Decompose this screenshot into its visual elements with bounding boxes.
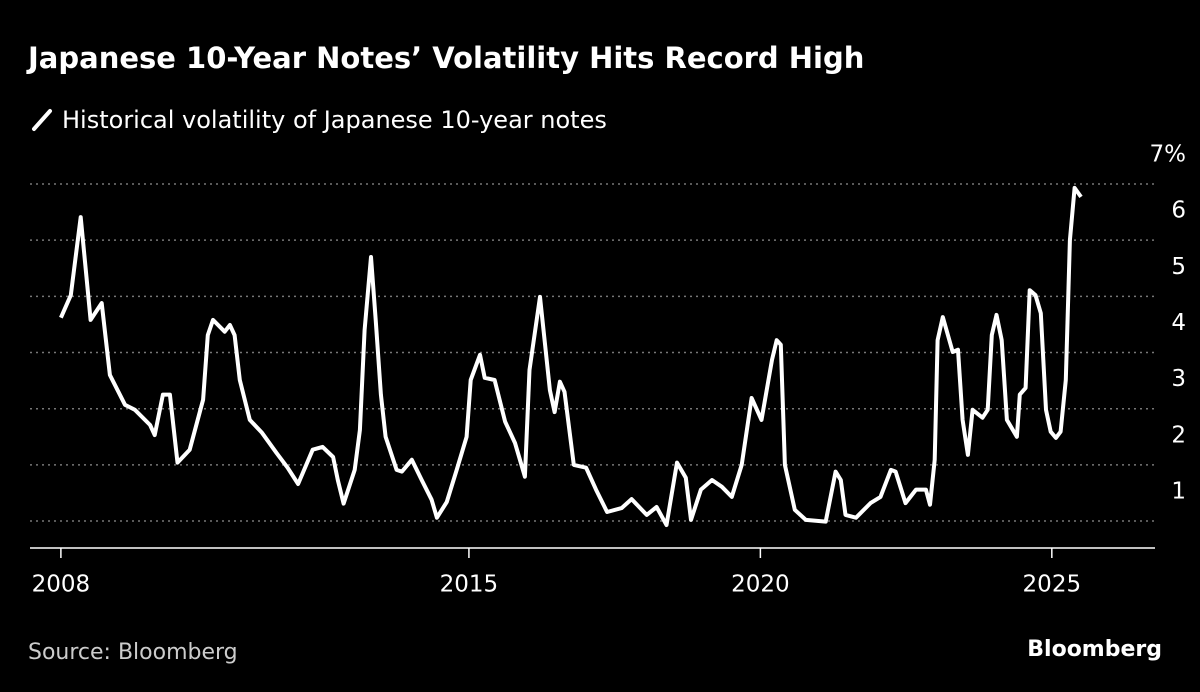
source: Source: Bloomberg bbox=[28, 640, 238, 665]
y-tick-label: 3 bbox=[1171, 366, 1186, 392]
x-tick-label: 2025 bbox=[1023, 572, 1082, 598]
y-tick-label: 7% bbox=[1150, 142, 1187, 168]
x-tick-label: 2008 bbox=[32, 572, 91, 598]
chart-title: Japanese 10-Year Notes’ Volatility Hits … bbox=[26, 41, 864, 75]
line-series bbox=[59, 185, 1083, 527]
y-tick-label: 4 bbox=[1171, 310, 1186, 336]
brand: Bloomberg bbox=[1027, 637, 1162, 662]
legend-label: Historical volatility of Japanese 10-yea… bbox=[62, 106, 607, 134]
y-tick-label: 6 bbox=[1171, 198, 1186, 224]
legend-swatch bbox=[32, 109, 52, 131]
x-tick-label: 2020 bbox=[731, 572, 790, 598]
y-tick-label: 1 bbox=[1171, 479, 1186, 505]
y-tick-label: 5 bbox=[1171, 254, 1186, 280]
x-tick-label: 2015 bbox=[440, 572, 499, 598]
y-tick-label: 2 bbox=[1171, 422, 1186, 448]
